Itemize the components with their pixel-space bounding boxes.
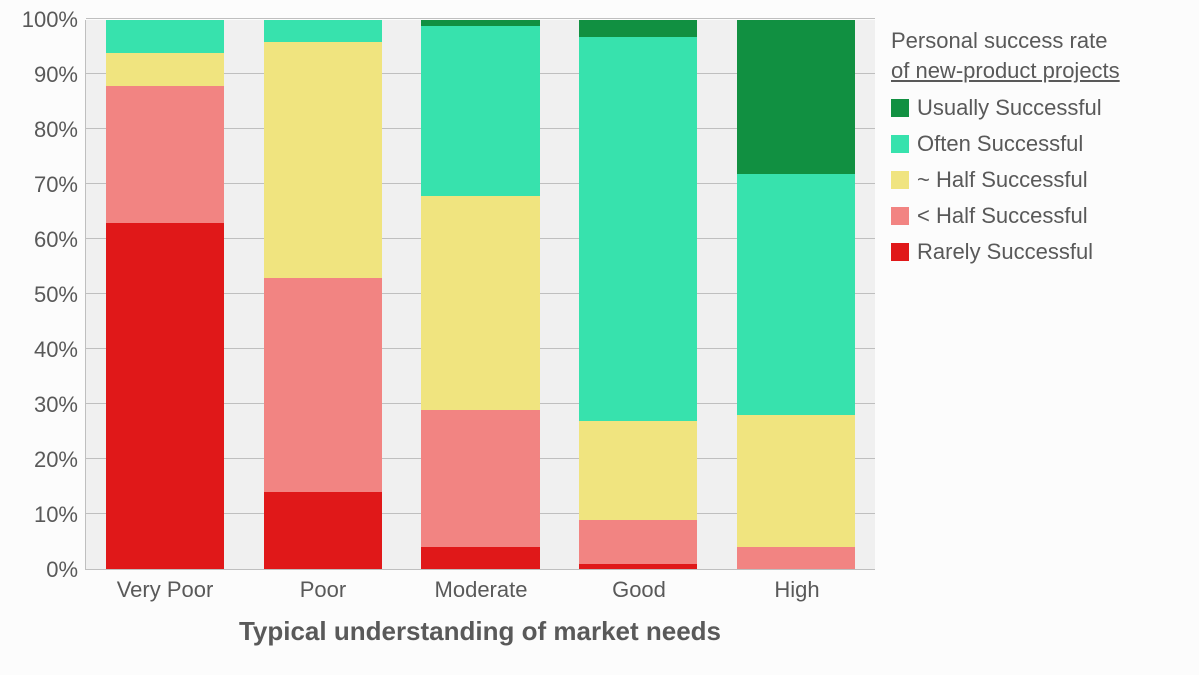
bar-segment-lt_half [579, 520, 697, 564]
legend-items: Usually Successful Often Successful ~ Half… [891, 95, 1181, 265]
y-tick-label: 70% [0, 172, 78, 198]
legend-item-often: Often Successful [891, 131, 1181, 157]
bar-segment-often [579, 37, 697, 421]
legend-label: ~ Half Successful [917, 167, 1088, 193]
y-tick-label: 20% [0, 447, 78, 473]
stacked-bar-chart: 0% 10% 20% 30% 40% 50% 60% 70% 80% 90% 100% Very P… [0, 0, 1199, 675]
y-tick-label: 90% [0, 62, 78, 88]
bar-column [264, 20, 382, 569]
bar-segment-half [106, 53, 224, 86]
bar-segment-lt_half [421, 410, 539, 547]
bar-column [579, 20, 697, 569]
bar-segment-lt_half [106, 86, 224, 223]
bar-segment-often [264, 20, 382, 42]
legend-title-line2: of new-product projects [891, 56, 1181, 86]
legend-swatch [891, 171, 909, 189]
y-tick-label: 60% [0, 227, 78, 253]
bar-segment-lt_half [737, 547, 855, 569]
x-category-label: Moderate [435, 577, 528, 603]
legend-swatch [891, 243, 909, 261]
bar-column [106, 20, 224, 569]
x-category-label: High [774, 577, 819, 603]
bar-segment-often [737, 174, 855, 416]
legend-title-line1: Personal success rate [891, 26, 1181, 56]
x-category-label: Good [612, 577, 666, 603]
legend-item-lt_half: < Half Successful [891, 203, 1181, 229]
bar-segment-lt_half [264, 278, 382, 492]
legend-label: Often Successful [917, 131, 1083, 157]
bar-segment-half [421, 196, 539, 410]
legend-item-usually: Usually Successful [891, 95, 1181, 121]
bars-container [86, 20, 875, 569]
bar-segment-half [579, 421, 697, 520]
bar-column [421, 20, 539, 569]
y-tick-label: 100% [0, 7, 78, 33]
x-axis-label: Typical understanding of market needs [85, 616, 875, 647]
y-tick-label: 80% [0, 117, 78, 143]
bar-segment-rarely [106, 223, 224, 569]
legend: Personal success rate of new-product pro… [891, 26, 1181, 275]
legend-item-half: ~ Half Successful [891, 167, 1181, 193]
legend-swatch [891, 99, 909, 117]
x-category-label: Very Poor [117, 577, 214, 603]
bar-segment-usually [579, 20, 697, 36]
plot-area: Very PoorPoorModerateGoodHigh [85, 20, 875, 570]
bar-segment-half [264, 42, 382, 278]
legend-item-rarely: Rarely Successful [891, 239, 1181, 265]
legend-swatch [891, 135, 909, 153]
bar-segment-usually [737, 20, 855, 174]
x-category-label: Poor [300, 577, 346, 603]
bar-segment-rarely [579, 564, 697, 569]
bar-segment-often [421, 26, 539, 196]
bar-segment-rarely [264, 492, 382, 569]
legend-label: Rarely Successful [917, 239, 1093, 265]
legend-label: < Half Successful [917, 203, 1088, 229]
bar-segment-rarely [421, 547, 539, 569]
bar-column [737, 20, 855, 569]
y-tick-label: 0% [0, 557, 78, 583]
y-tick-label: 50% [0, 282, 78, 308]
legend-label: Usually Successful [917, 95, 1102, 121]
bar-segment-often [106, 20, 224, 53]
y-tick-label: 40% [0, 337, 78, 363]
bar-segment-half [737, 415, 855, 547]
legend-swatch [891, 207, 909, 225]
gridline [86, 18, 875, 19]
y-tick-label: 30% [0, 392, 78, 418]
y-tick-label: 10% [0, 502, 78, 528]
